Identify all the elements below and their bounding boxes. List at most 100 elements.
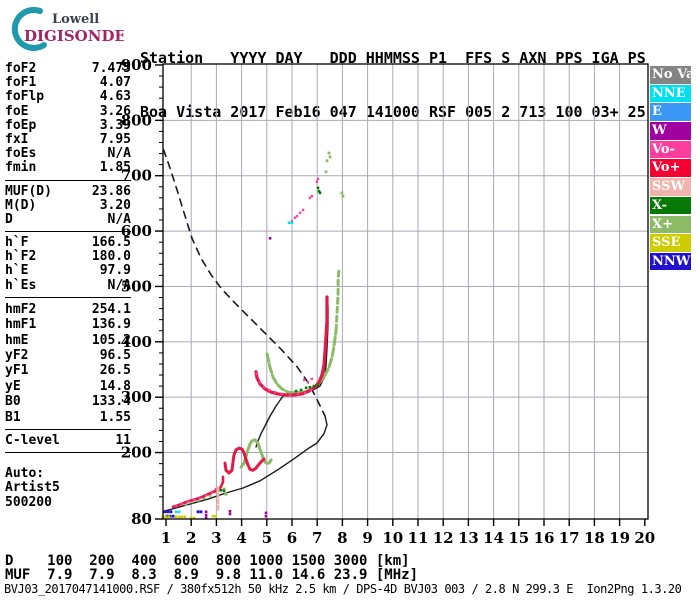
series-x-minus-echo-dots — [219, 186, 322, 493]
x-tick-label: 15 — [508, 529, 529, 547]
series-o-trace-e — [171, 475, 225, 509]
param-label: B0 — [5, 394, 21, 410]
param-value: 166.5 — [91, 235, 131, 251]
x-tick-label: 10 — [382, 529, 403, 547]
x-tick-label: 5 — [262, 529, 272, 547]
legend-item-sse: SSE — [650, 234, 691, 252]
param-row: C-level 11 — [5, 432, 131, 448]
param-footer-row: Artist5 — [5, 480, 60, 496]
param-value: 97.9 — [99, 263, 131, 279]
series-sse-dots — [161, 514, 218, 520]
param-label: h`E — [5, 263, 29, 279]
param-value: 7.95 — [99, 131, 131, 147]
header-columns-row: Station YYYY DAY DDD HHMMSS P1 FFS S AXN… — [140, 49, 646, 67]
param-row: h`F 166.5 — [5, 235, 131, 251]
param-value: 96.5 — [99, 347, 131, 363]
station-header: Station YYYY DAY DDD HHMMSS P1 FFS S AXN… — [140, 13, 646, 139]
param-value: 3.26 — [99, 103, 131, 119]
x-tick-label: 1 — [161, 529, 171, 547]
param-label: foE — [5, 103, 29, 119]
series-x-trace-f2-top — [334, 266, 341, 332]
series-x-trace-e — [184, 487, 228, 506]
param-label: h`F2 — [5, 249, 37, 265]
x-tick-label: 19 — [609, 529, 630, 547]
param-row: hmF1 136.9 — [5, 317, 131, 332]
param-label: M(D) — [5, 197, 37, 213]
param-row: foE 3.26 — [5, 103, 131, 119]
param-label: yF1 — [5, 363, 29, 379]
param-value: 1.55 — [99, 409, 131, 425]
param-row: h`E 97.9 — [5, 264, 131, 278]
header-values-row: Boa Vista 2017 Feb16 047 141000 RSF 005 … — [140, 103, 646, 121]
param-row: h`Es N/A — [5, 278, 131, 293]
x-tick-label: 12 — [433, 529, 454, 547]
param-row: foEp 3.39 — [5, 117, 131, 133]
legend-item-x-: X- — [650, 196, 691, 215]
param-label: foEs — [5, 146, 37, 162]
param-row: foF2 7.475 — [5, 61, 131, 76]
legend-item-x+: X+ — [650, 215, 691, 233]
ionogram-traces — [161, 148, 345, 520]
legend-item-nne: NNE — [650, 84, 691, 103]
legend-item-w: W — [650, 122, 691, 140]
param-row: D N/A — [5, 211, 131, 227]
series-x-trace-f1 — [239, 438, 273, 469]
param-row: yF2 96.5 — [5, 348, 131, 363]
x-tick-label: 11 — [408, 529, 429, 547]
param-footer: Auto: Artist5 500200 — [5, 466, 131, 510]
param-label: hmF1 — [5, 317, 37, 333]
x-tick-label: 20 — [634, 529, 655, 547]
param-value: 136.9 — [91, 317, 131, 333]
series-x-trace-f2 — [265, 328, 338, 395]
series-vo-minus-echo-dots — [174, 372, 314, 508]
legend-item-ssw: SSW — [650, 178, 691, 196]
series-w-dots — [204, 237, 272, 520]
logo-text-digisonde: DIGISONDE — [24, 27, 124, 45]
param-separator — [5, 179, 131, 181]
param-value: 7.475 — [91, 61, 131, 76]
param-value: 14.8 — [99, 378, 131, 394]
x-tick-label: 6 — [287, 529, 297, 547]
param-label: foFlp — [5, 89, 45, 105]
param-separator — [5, 231, 131, 233]
param-row: MUF(D) 23.86 — [5, 183, 131, 199]
param-value: 254.1 — [91, 301, 131, 317]
param-row: fmin 1.85 — [5, 161, 131, 175]
param-label: foF1 — [5, 75, 37, 91]
series-o-trace-f1 — [223, 446, 266, 475]
series-nnw-dots — [163, 510, 203, 518]
param-label: MUF(D) — [5, 183, 52, 199]
param-row: h`F2 180.0 — [5, 250, 131, 264]
muf-values-row: MUF 7.9 7.9 8.3 8.9 9.8 11.0 14.6 23.9 [… — [5, 567, 419, 583]
param-label: fmin — [5, 160, 37, 176]
legend-item-noval: No Val — [650, 66, 691, 84]
param-value: N/A — [107, 146, 131, 162]
param-value: 11 — [115, 432, 131, 448]
x-tick-label: 9 — [362, 529, 372, 547]
param-separator — [5, 296, 131, 298]
series-synthesized-trace-f2 — [282, 304, 329, 397]
series-spread-f-green-dots — [324, 151, 345, 198]
param-label: foF2 — [5, 61, 37, 76]
param-row: hmE 105.2 — [5, 333, 131, 348]
series-spread-f-pink-dots — [290, 177, 320, 223]
param-separator — [5, 452, 131, 454]
param-label: hmF2 — [5, 301, 37, 317]
param-value: N/A — [107, 211, 131, 227]
legend-item-vo-: Vo- — [650, 140, 691, 159]
param-label: fxI — [5, 131, 29, 147]
muf-distance-row: D 100 200 400 600 800 1000 1500 3000 [km… — [5, 553, 410, 569]
param-value: 180.0 — [91, 249, 131, 265]
x-tick-label: 13 — [458, 529, 479, 547]
x-tick-label: 3 — [211, 529, 221, 547]
x-tick-label: 2 — [186, 529, 196, 547]
legend-item-e: E — [650, 103, 691, 121]
x-tick-label: 17 — [559, 529, 580, 547]
param-label: yE — [5, 378, 21, 394]
param-row: M(D) 3.20 — [5, 197, 131, 213]
param-value: 105.2 — [91, 332, 131, 348]
series-synthesized-trace-f1-connector — [255, 395, 284, 448]
param-row: foF1 4.07 — [5, 75, 131, 91]
param-value: 3.39 — [99, 117, 131, 133]
